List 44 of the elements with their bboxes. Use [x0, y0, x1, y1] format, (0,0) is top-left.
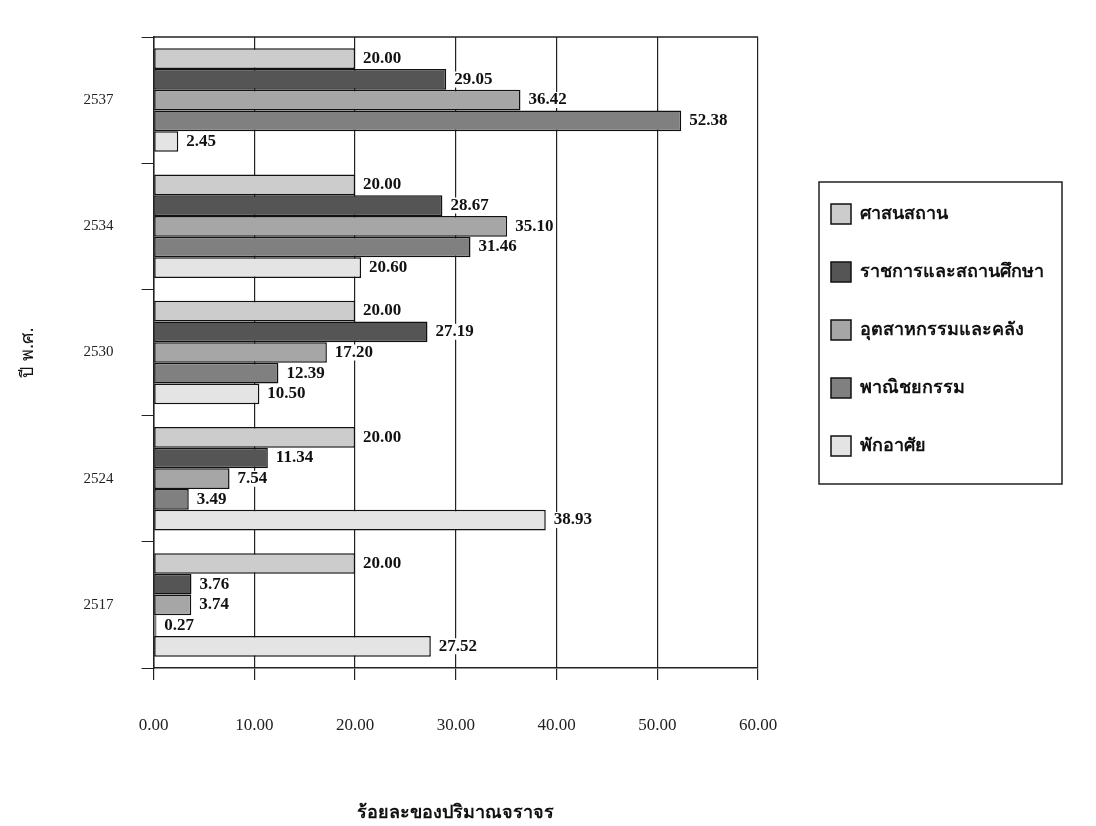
- data-label: 20.00: [363, 552, 402, 572]
- data-label: 27.52: [438, 635, 478, 655]
- data-label: 7.54: [237, 468, 268, 488]
- legend-label: พักอาศัย: [860, 433, 926, 455]
- x-axis-title: ร้อยละของปริมาณจราจร: [357, 800, 555, 822]
- data-label: 28.67: [450, 194, 490, 214]
- data-label: 20.00: [363, 48, 402, 68]
- x-tick-label: 10.00: [235, 714, 274, 734]
- data-label: 31.46: [478, 236, 517, 256]
- data-label: 20.00: [363, 174, 402, 194]
- data-label: 3.76: [199, 573, 230, 593]
- data-label: 20.00: [363, 300, 402, 320]
- legend-label: ราชการและสถานศึกษา: [860, 259, 1044, 281]
- y-axis-title: ปี พ.ศ.: [16, 326, 38, 379]
- data-label: 38.93: [553, 509, 592, 529]
- data-label: 52.38: [689, 110, 728, 130]
- legend-label: พาณิชยกรรม: [860, 375, 965, 397]
- x-tick-label: 30.00: [436, 714, 475, 734]
- y-tick-label: 2530: [83, 343, 114, 360]
- legend-label: ศาสนสถาน: [860, 201, 949, 223]
- data-label: 36.42: [528, 89, 567, 109]
- y-tick-label: 2537: [83, 91, 115, 108]
- x-tick-label: 50.00: [638, 714, 677, 734]
- y-tick-label: 2534: [83, 217, 115, 234]
- data-label: 11.34: [275, 447, 314, 467]
- data-label: 20.60: [369, 257, 408, 277]
- x-tick-label: 0.00: [138, 714, 169, 734]
- data-label: 29.05: [454, 68, 493, 88]
- data-label: 27.19: [435, 321, 474, 341]
- x-tick-label: 40.00: [537, 714, 576, 734]
- data-label: 3.49: [196, 488, 227, 508]
- data-label: 0.27: [164, 614, 195, 634]
- y-tick-label: 2524: [83, 469, 115, 486]
- x-tick-label: 20.00: [335, 714, 375, 734]
- data-label: 3.74: [199, 594, 230, 614]
- data-label: 20.00: [363, 426, 402, 446]
- data-label: 2.45: [186, 130, 217, 150]
- y-tick-label: 2517: [83, 595, 115, 612]
- data-label: 17.20: [334, 341, 374, 361]
- x-tick-label: 60.00: [738, 714, 778, 734]
- legend-label: อุตสาหกรรมและคลัง: [860, 317, 1024, 341]
- data-label: 10.50: [267, 383, 306, 403]
- data-label: 35.10: [515, 215, 554, 235]
- data-label: 12.39: [286, 362, 325, 382]
